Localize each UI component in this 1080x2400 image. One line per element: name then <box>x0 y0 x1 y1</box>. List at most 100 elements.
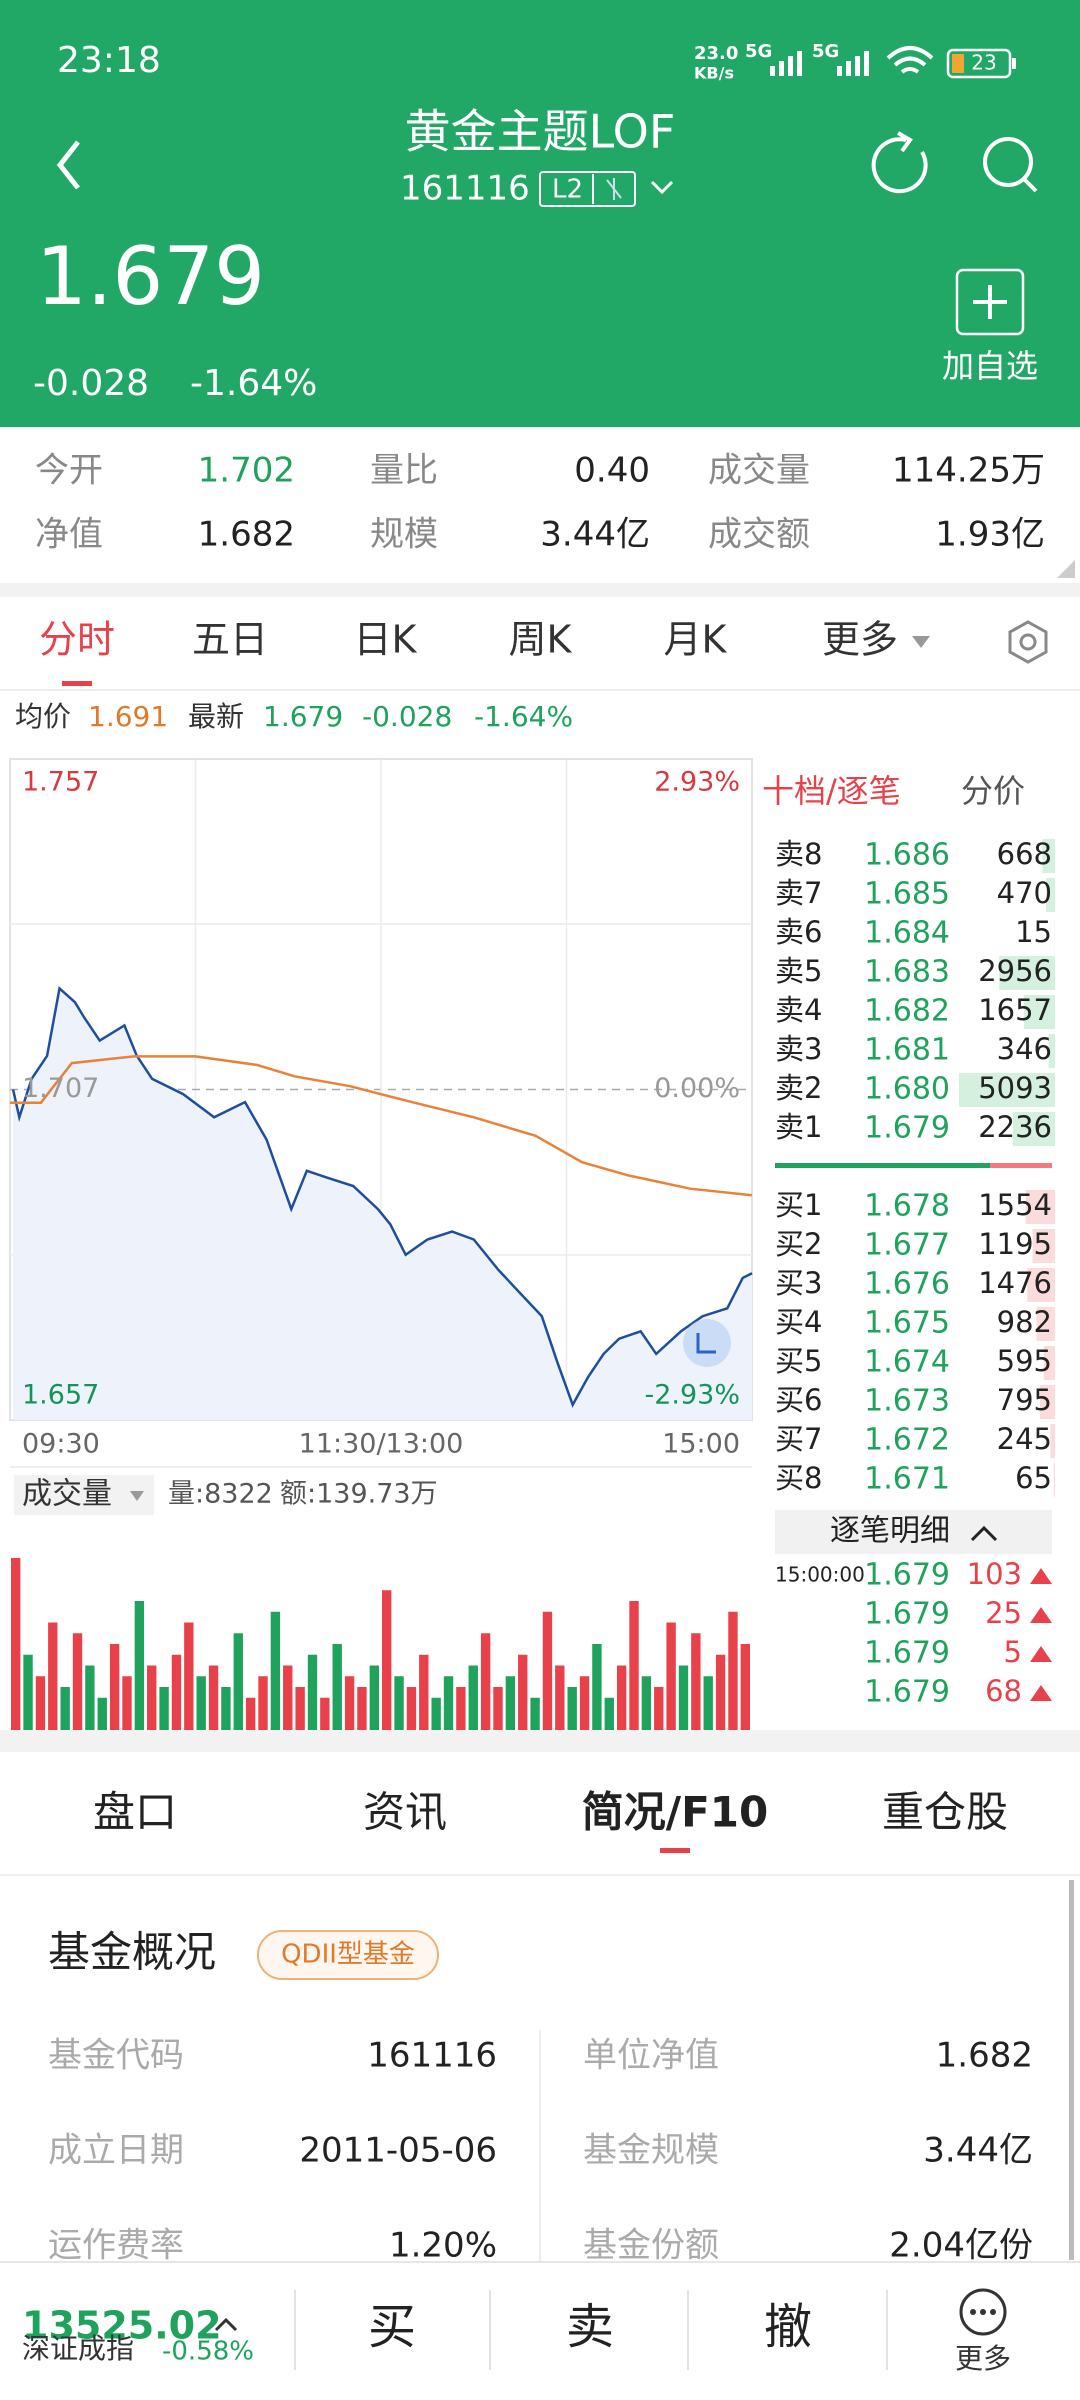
detail-tab[interactable]: 重仓股 <box>882 1788 1008 1837</box>
stat-label: 净值 <box>35 515 103 555</box>
fund-title: 黄金主题LOF <box>405 105 676 159</box>
tick-price: 1.679 <box>864 1597 950 1632</box>
volume-selector[interactable] <box>14 1475 154 1515</box>
book-tab[interactable]: 分价 <box>961 772 1025 810</box>
fund-info: 基金代码 161116 单位净值 1.682 成立日期 2011-05-06 基金规模 3.4… <box>48 2036 1033 2266</box>
trade-button[interactable]: 卖 <box>566 2299 614 2355</box>
level-icon <box>606 178 622 200</box>
tick-direction <box>1030 1568 1052 1584</box>
book-volume: 1476 <box>978 1266 1052 1300</box>
bottom-bar <box>0 2262 1080 2400</box>
refresh-button[interactable] <box>871 137 928 194</box>
stat-value: 1.702 <box>198 451 295 491</box>
tick-header: 逐笔明细 <box>830 1514 950 1549</box>
expand-corner[interactable] <box>1057 560 1075 578</box>
chart-tab[interactable]: 分时 <box>39 618 115 662</box>
active-tab-underline <box>62 681 92 686</box>
fund-label: 基金规模 <box>583 2131 719 2171</box>
section-gap <box>0 1730 1080 1752</box>
fund-label: 基金份额 <box>583 2226 719 2266</box>
level-badge[interactable] <box>539 171 636 207</box>
chart-tab[interactable]: 五日 <box>192 618 268 662</box>
x-tick-label: 09:30 <box>22 1429 100 1460</box>
more-icon[interactable] <box>959 2288 1007 2336</box>
volume-bar <box>208 1665 219 1730</box>
fund-value: 2.04亿份 <box>889 2226 1033 2266</box>
book-price: 1.679 <box>864 1111 950 1146</box>
fund-value: 1.682 <box>936 2036 1033 2076</box>
volume-bar <box>555 1665 565 1730</box>
book-volume: 2236 <box>978 1110 1052 1144</box>
volume-bar <box>97 1697 107 1730</box>
detail-tab[interactable]: 盘口 <box>93 1788 177 1837</box>
book-level: 买2 <box>775 1227 822 1261</box>
chart-settings[interactable] <box>1008 620 1048 664</box>
price-area <box>13 988 752 1420</box>
volume-bar <box>740 1644 750 1730</box>
tick-volume: 68 <box>985 1674 1022 1708</box>
volume-bar <box>431 1697 441 1730</box>
tick-header-bg[interactable] <box>775 1510 1052 1554</box>
search-button[interactable] <box>983 137 1033 187</box>
index-value: 13525.02 <box>22 2304 222 2348</box>
trade-buttons: 买卖撤 <box>294 2290 888 2370</box>
book-volume: 982 <box>997 1305 1052 1339</box>
volume-bar <box>332 1644 342 1730</box>
code-dropdown[interactable] <box>650 180 674 195</box>
settings-icon <box>1008 620 1048 664</box>
volume-depth-bar <box>1027 1268 1055 1302</box>
book-level: 买6 <box>775 1383 822 1417</box>
volume-bar <box>691 1633 701 1730</box>
volume-bar <box>35 1676 46 1730</box>
book-tab-active[interactable]: 十档/逐笔 <box>762 772 901 810</box>
tick-direction <box>1030 1685 1052 1701</box>
x-tick-label: 15:00 <box>662 1429 740 1460</box>
volume-bar <box>456 1687 466 1730</box>
battery-text: 23 <box>971 51 996 75</box>
settings-dot <box>1019 633 1037 651</box>
volume-bar <box>270 1611 281 1730</box>
volume-bar <box>604 1697 614 1730</box>
volume-bar <box>320 1697 330 1730</box>
book-price: 1.672 <box>864 1423 950 1458</box>
book-price: 1.686 <box>864 838 950 873</box>
trade-button[interactable]: 撤 <box>764 2299 812 2355</box>
book-volume: 1554 <box>978 1188 1052 1222</box>
tick-volume: 5 <box>1004 1635 1022 1669</box>
chart-tab[interactable]: 周K <box>509 618 573 662</box>
volume-bar <box>406 1687 417 1730</box>
book-price: 1.682 <box>864 994 950 1029</box>
chart-tab[interactable]: 月K <box>664 618 728 662</box>
book-volume: 668 <box>997 837 1052 871</box>
back-button[interactable] <box>56 140 80 190</box>
tick-volume: 103 <box>967 1557 1022 1591</box>
search-handle <box>1022 177 1038 193</box>
book-volume: 595 <box>997 1344 1052 1378</box>
stat-label: 成交额 <box>708 515 810 555</box>
index-expand[interactable] <box>214 2317 238 2332</box>
book-separator-buy <box>990 1163 1052 1168</box>
detail-tab[interactable]: 资讯 <box>363 1788 447 1837</box>
summary-change-pct: -1.64% <box>474 700 573 733</box>
trade-button[interactable]: 买 <box>368 2299 416 2355</box>
stat-value: 3.44亿 <box>540 515 650 555</box>
crosshair-button[interactable] <box>683 1319 731 1367</box>
book-volume: 2956 <box>978 954 1052 988</box>
volume-bar <box>159 1687 169 1730</box>
book-level: 卖4 <box>775 993 822 1027</box>
chart-tab[interactable]: 更多 <box>822 618 898 662</box>
detail-tab[interactable]: 简况/F10 <box>582 1788 768 1837</box>
level-text: L2 <box>552 175 583 205</box>
active-tab-underline <box>660 1848 690 1853</box>
signal-label: 5G <box>812 41 839 62</box>
chart-tab[interactable]: 日K <box>354 618 418 662</box>
refresh-arrow <box>896 131 913 153</box>
stat-value: 1.682 <box>198 515 295 555</box>
net-unit: KB/s <box>694 64 734 83</box>
add-watch-button[interactable] <box>955 268 1025 336</box>
volume-bar <box>518 1654 528 1730</box>
summary-avg-label: 均价 <box>15 700 71 733</box>
volume-bar <box>394 1676 404 1730</box>
more-dots <box>970 2309 996 2315</box>
